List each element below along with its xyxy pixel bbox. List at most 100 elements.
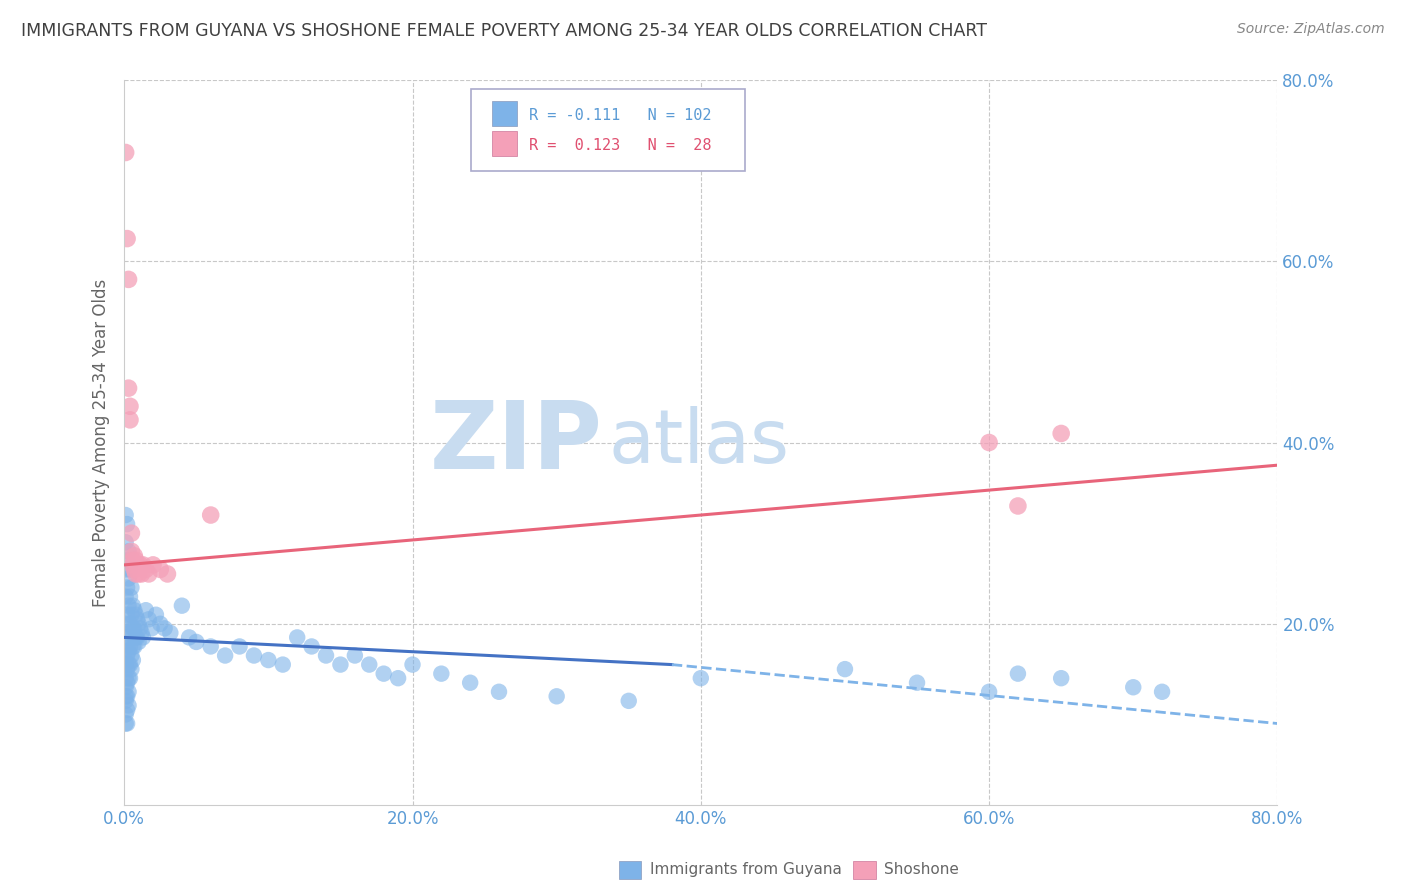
Point	[114, 644, 136, 658]
Point	[329, 657, 352, 672]
Point	[138, 566, 160, 581]
Point	[834, 662, 856, 676]
Point	[120, 662, 142, 676]
Point	[122, 640, 145, 654]
Point	[177, 631, 200, 645]
Point	[118, 590, 141, 604]
Point	[243, 648, 266, 663]
Point	[118, 640, 141, 654]
Point	[114, 590, 136, 604]
Point	[122, 621, 145, 635]
Y-axis label: Female Poverty Among 25-34 Year Olds: Female Poverty Among 25-34 Year Olds	[93, 278, 110, 607]
Point	[117, 657, 139, 672]
Point	[124, 603, 146, 617]
Point	[114, 690, 136, 704]
Point	[271, 657, 294, 672]
Point	[135, 603, 157, 617]
Point	[401, 657, 423, 672]
Point	[145, 607, 167, 622]
Point	[120, 581, 142, 595]
Point	[115, 553, 138, 567]
Text: Source: ZipAtlas.com: Source: ZipAtlas.com	[1237, 22, 1385, 37]
Point	[1007, 666, 1029, 681]
Point	[387, 671, 409, 685]
Point	[118, 399, 141, 413]
Point	[114, 535, 136, 549]
Point	[115, 690, 138, 704]
Point	[124, 562, 146, 576]
Point	[228, 640, 250, 654]
Point	[127, 631, 149, 645]
Point	[114, 694, 136, 708]
Point	[120, 631, 142, 645]
Point	[122, 653, 145, 667]
Point	[129, 621, 152, 635]
Point	[131, 566, 153, 581]
Text: Immigrants from Guyana: Immigrants from Guyana	[650, 863, 841, 877]
Point	[977, 435, 1000, 450]
Point	[1050, 671, 1073, 685]
Point	[186, 635, 208, 649]
Point	[118, 616, 141, 631]
Point	[149, 616, 172, 631]
Point	[373, 666, 395, 681]
Point	[117, 671, 139, 685]
Point	[125, 566, 148, 581]
Point	[343, 648, 366, 663]
Point	[118, 562, 141, 576]
Text: IMMIGRANTS FROM GUYANA VS SHOSHONE FEMALE POVERTY AMONG 25-34 YEAR OLDS CORRELAT: IMMIGRANTS FROM GUYANA VS SHOSHONE FEMAL…	[21, 22, 987, 40]
Point	[114, 671, 136, 685]
Point	[124, 621, 146, 635]
Point	[129, 558, 152, 572]
Point	[977, 685, 1000, 699]
Point	[127, 612, 149, 626]
Point	[135, 562, 157, 576]
Point	[200, 640, 222, 654]
Point	[128, 635, 150, 649]
Point	[125, 553, 148, 567]
Point	[114, 707, 136, 722]
Point	[117, 272, 139, 286]
Point	[118, 657, 141, 672]
Point	[1122, 680, 1144, 694]
Point	[117, 381, 139, 395]
Text: atlas: atlas	[609, 406, 790, 479]
Text: Shoshone: Shoshone	[884, 863, 959, 877]
Point	[120, 544, 142, 558]
Point	[138, 612, 160, 626]
Point	[488, 685, 510, 699]
Point	[115, 662, 138, 676]
Point	[115, 517, 138, 532]
Point	[315, 648, 337, 663]
Point	[124, 640, 146, 654]
Point	[132, 631, 155, 645]
Point	[301, 640, 323, 654]
Point	[115, 675, 138, 690]
Point	[1007, 499, 1029, 513]
Point	[114, 508, 136, 522]
Point	[122, 553, 145, 567]
Point	[131, 625, 153, 640]
Text: R =  0.123   N =  28: R = 0.123 N = 28	[529, 138, 711, 153]
Point	[117, 685, 139, 699]
Point	[430, 666, 453, 681]
Point	[120, 526, 142, 541]
Point	[122, 599, 145, 613]
Point	[905, 675, 928, 690]
Point	[159, 625, 181, 640]
Point	[114, 145, 136, 160]
Point	[122, 558, 145, 572]
Point	[114, 616, 136, 631]
Point	[115, 648, 138, 663]
Point	[125, 631, 148, 645]
Point	[115, 631, 138, 645]
Point	[1152, 685, 1174, 699]
Point	[117, 544, 139, 558]
Point	[458, 675, 481, 690]
Point	[115, 607, 138, 622]
Point	[120, 648, 142, 663]
Point	[114, 680, 136, 694]
Point	[124, 549, 146, 563]
Point	[118, 413, 141, 427]
Point	[118, 671, 141, 685]
